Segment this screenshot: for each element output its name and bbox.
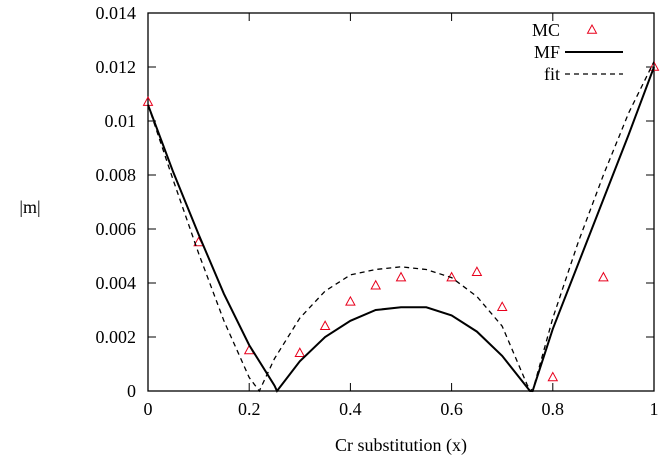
x-tick-label: 0.2 <box>238 399 261 419</box>
y-tick-label: 0.004 <box>96 273 137 293</box>
fit-line <box>147 61 655 393</box>
mf-line <box>147 66 655 393</box>
y-tick-label: 0.002 <box>96 327 137 347</box>
series <box>142 60 660 393</box>
x-tick-label: 0 <box>144 399 153 419</box>
mc-point <box>319 320 331 330</box>
mc-point <box>294 347 306 357</box>
y-tick-label: 0.012 <box>96 57 137 77</box>
legend-label: MF <box>534 42 560 62</box>
mc-point <box>547 371 559 382</box>
plot-area <box>147 12 655 392</box>
y-tick-label: 0.01 <box>105 111 137 131</box>
x-tick-label: 1 <box>650 399 659 419</box>
mc-point <box>345 295 356 306</box>
mc-point <box>648 60 660 71</box>
y-axis-label: |m| <box>19 197 40 217</box>
mc-point <box>395 271 407 282</box>
x-tick-label: 0.8 <box>542 399 565 419</box>
mc-point <box>471 266 483 276</box>
mc-point <box>496 301 508 312</box>
plot-frame <box>147 12 655 392</box>
y-tick-label: 0.008 <box>96 165 137 185</box>
legend-mc-marker <box>586 23 598 34</box>
mc-point <box>370 279 382 290</box>
legend-label: MC <box>532 20 560 40</box>
legend-label: fit <box>544 64 560 84</box>
y-tick-label: 0.014 <box>96 3 137 23</box>
y-tick-label: 0 <box>127 381 136 401</box>
x-tick-label: 0.6 <box>440 399 463 419</box>
mc-point <box>598 271 609 282</box>
x-axis-label: Cr substitution (x) <box>335 435 467 456</box>
y-tick-label: 0.006 <box>96 219 137 239</box>
ticks: 0 0.2 0.4 0.6 0.8 1 0 0.002 0.004 0.006 0.008 0.01 0… <box>96 3 659 419</box>
x-tick-label: 0.4 <box>339 399 362 419</box>
